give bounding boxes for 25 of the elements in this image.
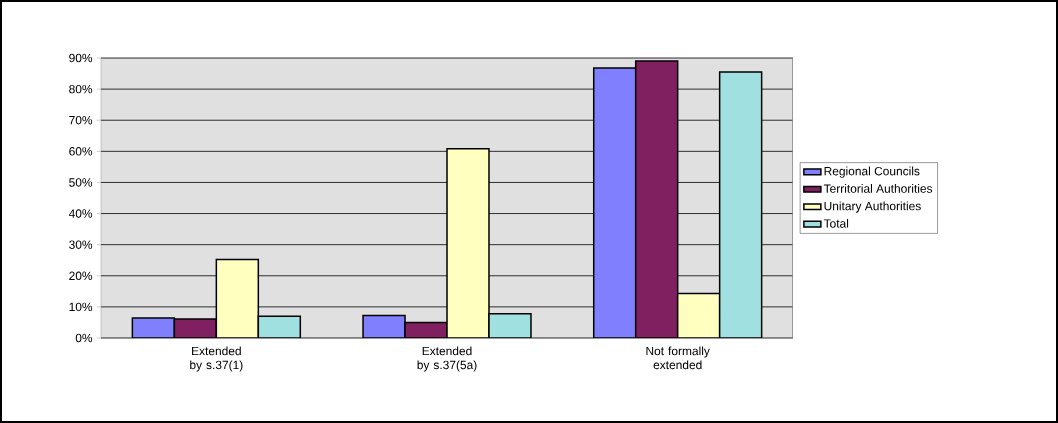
x-tick-label: Extended by s.37(1) <box>190 346 243 372</box>
bar <box>592 67 637 338</box>
y-tick-label: 30% <box>69 240 93 249</box>
y-tick-label: 90% <box>69 53 93 63</box>
bar <box>215 258 260 338</box>
y-tick-label: 70% <box>69 116 93 125</box>
x-tick-label: Not formally extended <box>646 346 710 370</box>
bar <box>634 60 679 338</box>
legend-label: Territorial Authorities <box>823 184 933 193</box>
legend-label: Regional Councils <box>824 166 920 178</box>
x-tick-label: Extended by s.37(5a) <box>417 346 477 372</box>
bar <box>488 312 532 338</box>
y-tick-label: 20% <box>69 271 93 280</box>
legend-label: Unitary Authorities <box>824 201 921 213</box>
y-tick-label: 10% <box>69 302 93 312</box>
y-tick-label: 60% <box>69 147 93 156</box>
bar <box>446 148 490 338</box>
y-tick-label: 40% <box>68 209 93 218</box>
y-tick-label: 0% <box>75 333 93 343</box>
y-tick-label: 80% <box>69 84 93 94</box>
y-tick-label: 50% <box>69 178 93 187</box>
bar <box>718 71 763 338</box>
legend-label: Total <box>823 218 849 228</box>
bar <box>257 315 302 338</box>
bar <box>676 292 721 338</box>
